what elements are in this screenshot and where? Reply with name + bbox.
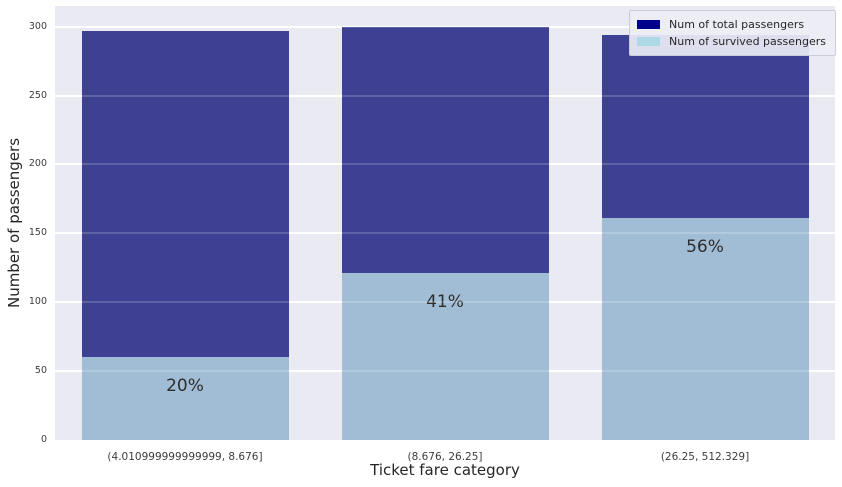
legend-swatch-total-icon [637, 20, 660, 29]
bars-layer: 20% 41% 56% [55, 6, 835, 440]
bar-survived [341, 273, 549, 440]
bar-percent-label: 20% [166, 376, 204, 397]
y-tick-label: 250 [28, 89, 47, 101]
x-tick-label: (26.25, 512.329] [660, 451, 750, 463]
legend-item-survived: Num of survived passengers [637, 33, 826, 50]
legend-label-total: Num of total passengers [669, 18, 805, 31]
legend-swatch-survived-icon [637, 37, 660, 46]
bar-percent-label: 56% [686, 237, 724, 258]
legend-label-survived: Num of survived passengers [669, 35, 826, 48]
x-tick-label: (8.676, 26.25] [407, 451, 483, 463]
gridline [55, 94, 835, 97]
legend-item-total: Num of total passengers [637, 16, 826, 33]
plot-area: 20% 41% 56% Num of total passengers Num of… [55, 6, 836, 440]
y-tick-label: 100 [28, 296, 47, 308]
gridline [55, 163, 835, 166]
y-tick-label: 50 [34, 365, 47, 377]
bar-survived [601, 218, 809, 440]
y-tick-label: 150 [28, 227, 47, 239]
legend: Num of total passengers Num of survived … [629, 10, 836, 56]
x-tick-label: (4.010999999999999, 8.676] [107, 451, 263, 463]
gridline [55, 370, 835, 373]
x-axis-title: Ticket fare category [370, 461, 520, 479]
y-tick-label: 0 [40, 434, 47, 445]
gridline [55, 232, 835, 235]
gridline [55, 25, 835, 28]
bar-survived [81, 357, 289, 440]
gridlines-overlay [55, 6, 835, 440]
y-tick-label: 300 [28, 20, 47, 32]
gridline [55, 301, 835, 304]
y-tick-label: 200 [28, 158, 47, 170]
bar-percent-label: 41% [426, 292, 464, 313]
